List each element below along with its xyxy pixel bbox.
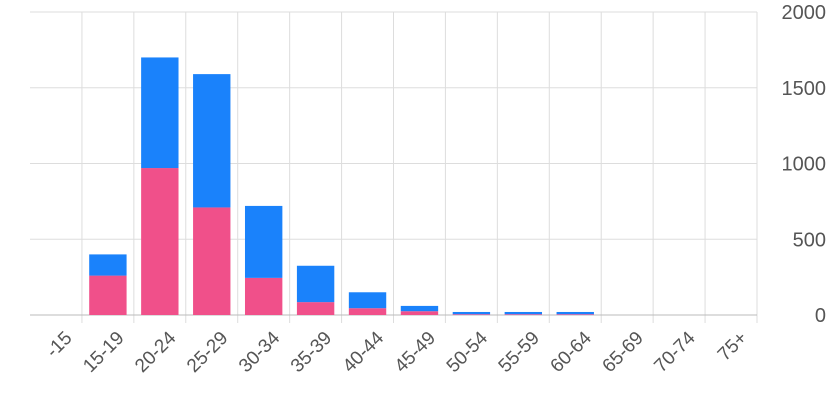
bar-segment — [89, 254, 127, 276]
bar-segment — [348, 308, 387, 315]
y-tick-label: 2000 — [782, 2, 827, 24]
bar-segment — [556, 314, 594, 315]
x-tick-label: 30-34 — [235, 327, 285, 377]
bar-segment — [89, 275, 127, 315]
bar-segment — [452, 311, 491, 315]
x-tick-label: -15 — [42, 328, 76, 362]
bar-segment — [400, 305, 439, 312]
bar-segment — [400, 311, 439, 315]
x-tick-label: 50-54 — [443, 327, 493, 377]
x-tick-label: 25-29 — [183, 328, 232, 377]
bar-segment — [296, 302, 335, 315]
y-tick-label: 500 — [793, 229, 826, 251]
bar-segment — [504, 314, 543, 315]
bar-segment — [504, 311, 543, 315]
y-tick-label: 0 — [815, 305, 826, 327]
bar-segment — [193, 74, 231, 208]
y-tick-label: 1500 — [782, 78, 827, 100]
y-tick-label: 1000 — [782, 154, 827, 176]
x-tick-label: 75+ — [714, 328, 752, 366]
bar-segment — [244, 205, 283, 278]
x-tick-label: 20-24 — [131, 327, 181, 377]
bar-segment — [348, 292, 387, 309]
x-tick-label: 45-49 — [391, 328, 440, 377]
x-tick-label: 65-69 — [599, 328, 648, 377]
x-tick-label: 15-19 — [79, 328, 128, 377]
bar-segment — [296, 265, 335, 303]
x-tick-label: 70-74 — [650, 327, 700, 377]
x-tick-label: 40-44 — [339, 327, 389, 377]
bar-segment — [141, 57, 179, 169]
bar-segment — [452, 314, 491, 315]
x-tick-label: 55-59 — [495, 328, 544, 377]
bar-segment — [244, 277, 283, 315]
bar-segment — [141, 168, 179, 315]
x-tick-label: 60-64 — [547, 327, 597, 377]
x-tick-label: 35-39 — [287, 328, 336, 377]
bar-segment — [556, 311, 594, 315]
bar-segment — [193, 207, 231, 315]
